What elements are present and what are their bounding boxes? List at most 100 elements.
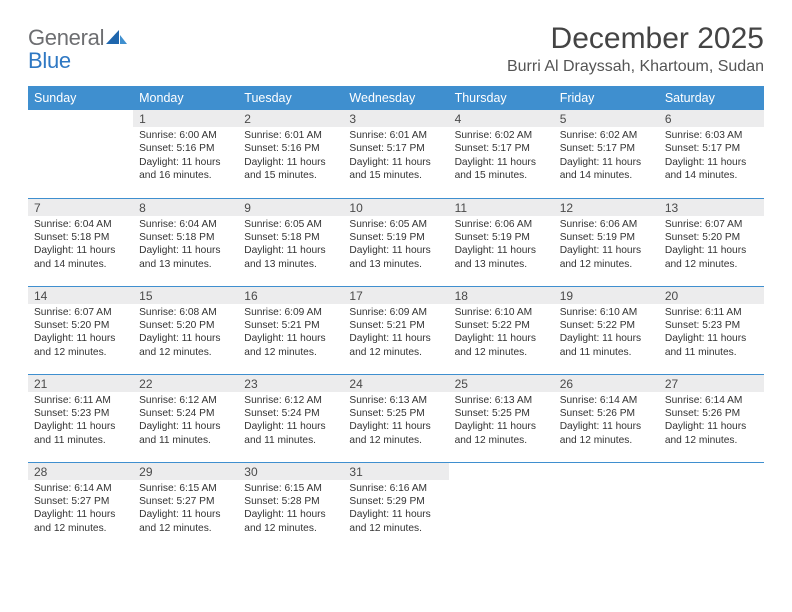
day-number: 24 bbox=[343, 375, 448, 392]
sunset-text: Sunset: 5:25 PM bbox=[455, 407, 548, 420]
sunset-text: Sunset: 5:18 PM bbox=[139, 231, 232, 244]
daylight-text: Daylight: 11 hours and 13 minutes. bbox=[455, 244, 548, 271]
day-number: 27 bbox=[659, 375, 764, 392]
location-label: Burri Al Drayssah, Khartoum, Sudan bbox=[507, 58, 764, 76]
day-details: Sunrise: 6:02 AMSunset: 5:17 PMDaylight:… bbox=[554, 127, 659, 187]
calendar-page: General Blue December 2025 Burri Al Dray… bbox=[0, 0, 792, 572]
day-details: Sunrise: 6:05 AMSunset: 5:18 PMDaylight:… bbox=[238, 216, 343, 276]
sunrise-text: Sunrise: 6:09 AM bbox=[244, 306, 337, 319]
sunrise-text: Sunrise: 6:10 AM bbox=[560, 306, 653, 319]
day-details: Sunrise: 6:01 AMSunset: 5:16 PMDaylight:… bbox=[238, 127, 343, 187]
day-details: Sunrise: 6:12 AMSunset: 5:24 PMDaylight:… bbox=[238, 392, 343, 452]
daylight-text: Daylight: 11 hours and 12 minutes. bbox=[139, 508, 232, 535]
sunset-text: Sunset: 5:24 PM bbox=[244, 407, 337, 420]
day-details: Sunrise: 6:10 AMSunset: 5:22 PMDaylight:… bbox=[554, 304, 659, 364]
sunset-text: Sunset: 5:21 PM bbox=[349, 319, 442, 332]
day-number: 11 bbox=[449, 199, 554, 216]
sunrise-text: Sunrise: 6:16 AM bbox=[349, 482, 442, 495]
day-number: 23 bbox=[238, 375, 343, 392]
sunrise-text: Sunrise: 6:06 AM bbox=[560, 218, 653, 231]
daylight-text: Daylight: 11 hours and 15 minutes. bbox=[244, 156, 337, 183]
sunset-text: Sunset: 5:27 PM bbox=[34, 495, 127, 508]
day-header: Monday bbox=[133, 86, 238, 110]
daylight-text: Daylight: 11 hours and 12 minutes. bbox=[349, 508, 442, 535]
daylight-text: Daylight: 11 hours and 12 minutes. bbox=[665, 244, 758, 271]
sunset-text: Sunset: 5:16 PM bbox=[139, 142, 232, 155]
day-cell: 30Sunrise: 6:15 AMSunset: 5:28 PMDayligh… bbox=[238, 462, 343, 550]
logo-text: General Blue bbox=[28, 26, 128, 72]
day-details: Sunrise: 6:10 AMSunset: 5:22 PMDaylight:… bbox=[449, 304, 554, 364]
day-cell: 21Sunrise: 6:11 AMSunset: 5:23 PMDayligh… bbox=[28, 374, 133, 462]
day-details: Sunrise: 6:07 AMSunset: 5:20 PMDaylight:… bbox=[28, 304, 133, 364]
sunrise-text: Sunrise: 6:04 AM bbox=[34, 218, 127, 231]
day-details: Sunrise: 6:13 AMSunset: 5:25 PMDaylight:… bbox=[449, 392, 554, 452]
day-details: Sunrise: 6:16 AMSunset: 5:29 PMDaylight:… bbox=[343, 480, 448, 540]
day-number: 19 bbox=[554, 287, 659, 304]
sunset-text: Sunset: 5:22 PM bbox=[455, 319, 548, 332]
day-number: 25 bbox=[449, 375, 554, 392]
daylight-text: Daylight: 11 hours and 12 minutes. bbox=[560, 244, 653, 271]
sunset-text: Sunset: 5:19 PM bbox=[455, 231, 548, 244]
day-cell: 25Sunrise: 6:13 AMSunset: 5:25 PMDayligh… bbox=[449, 374, 554, 462]
sunrise-text: Sunrise: 6:02 AM bbox=[560, 129, 653, 142]
day-cell: 22Sunrise: 6:12 AMSunset: 5:24 PMDayligh… bbox=[133, 374, 238, 462]
day-number bbox=[449, 463, 554, 480]
sunset-text: Sunset: 5:29 PM bbox=[349, 495, 442, 508]
day-details: Sunrise: 6:15 AMSunset: 5:27 PMDaylight:… bbox=[133, 480, 238, 540]
day-cell: 27Sunrise: 6:14 AMSunset: 5:26 PMDayligh… bbox=[659, 374, 764, 462]
sunrise-text: Sunrise: 6:08 AM bbox=[139, 306, 232, 319]
sunrise-text: Sunrise: 6:00 AM bbox=[139, 129, 232, 142]
day-cell: 5Sunrise: 6:02 AMSunset: 5:17 PMDaylight… bbox=[554, 110, 659, 198]
day-number: 8 bbox=[133, 199, 238, 216]
sunset-text: Sunset: 5:17 PM bbox=[560, 142, 653, 155]
day-number: 20 bbox=[659, 287, 764, 304]
day-details: Sunrise: 6:00 AMSunset: 5:16 PMDaylight:… bbox=[133, 127, 238, 187]
day-cell: 1Sunrise: 6:00 AMSunset: 5:16 PMDaylight… bbox=[133, 110, 238, 198]
day-header: Sunday bbox=[28, 86, 133, 110]
day-number: 22 bbox=[133, 375, 238, 392]
sunset-text: Sunset: 5:20 PM bbox=[665, 231, 758, 244]
daylight-text: Daylight: 11 hours and 13 minutes. bbox=[244, 244, 337, 271]
logo: General Blue bbox=[28, 22, 128, 72]
sunrise-text: Sunrise: 6:01 AM bbox=[349, 129, 442, 142]
day-number: 7 bbox=[28, 199, 133, 216]
day-cell: 7Sunrise: 6:04 AMSunset: 5:18 PMDaylight… bbox=[28, 198, 133, 286]
day-cell: 18Sunrise: 6:10 AMSunset: 5:22 PMDayligh… bbox=[449, 286, 554, 374]
day-number: 12 bbox=[554, 199, 659, 216]
sunset-text: Sunset: 5:17 PM bbox=[455, 142, 548, 155]
day-cell: 11Sunrise: 6:06 AMSunset: 5:19 PMDayligh… bbox=[449, 198, 554, 286]
day-number: 31 bbox=[343, 463, 448, 480]
page-title: December 2025 bbox=[507, 22, 764, 56]
day-cell: 23Sunrise: 6:12 AMSunset: 5:24 PMDayligh… bbox=[238, 374, 343, 462]
week-row: 28Sunrise: 6:14 AMSunset: 5:27 PMDayligh… bbox=[28, 462, 764, 550]
day-details: Sunrise: 6:09 AMSunset: 5:21 PMDaylight:… bbox=[343, 304, 448, 364]
day-number: 1 bbox=[133, 110, 238, 127]
day-header-row: Sunday Monday Tuesday Wednesday Thursday… bbox=[28, 86, 764, 110]
header: General Blue December 2025 Burri Al Dray… bbox=[28, 22, 764, 76]
day-cell bbox=[659, 462, 764, 550]
day-cell: 4Sunrise: 6:02 AMSunset: 5:17 PMDaylight… bbox=[449, 110, 554, 198]
sunset-text: Sunset: 5:20 PM bbox=[34, 319, 127, 332]
daylight-text: Daylight: 11 hours and 15 minutes. bbox=[455, 156, 548, 183]
sunrise-text: Sunrise: 6:07 AM bbox=[665, 218, 758, 231]
day-header: Saturday bbox=[659, 86, 764, 110]
sunrise-text: Sunrise: 6:03 AM bbox=[665, 129, 758, 142]
sunset-text: Sunset: 5:19 PM bbox=[349, 231, 442, 244]
sunrise-text: Sunrise: 6:14 AM bbox=[34, 482, 127, 495]
daylight-text: Daylight: 11 hours and 12 minutes. bbox=[139, 332, 232, 359]
day-details: Sunrise: 6:06 AMSunset: 5:19 PMDaylight:… bbox=[554, 216, 659, 276]
title-block: December 2025 Burri Al Drayssah, Khartou… bbox=[507, 22, 764, 76]
sunrise-text: Sunrise: 6:05 AM bbox=[244, 218, 337, 231]
day-number: 14 bbox=[28, 287, 133, 304]
day-number: 6 bbox=[659, 110, 764, 127]
day-number: 16 bbox=[238, 287, 343, 304]
daylight-text: Daylight: 11 hours and 13 minutes. bbox=[139, 244, 232, 271]
day-details: Sunrise: 6:11 AMSunset: 5:23 PMDaylight:… bbox=[659, 304, 764, 364]
sunset-text: Sunset: 5:26 PM bbox=[560, 407, 653, 420]
daylight-text: Daylight: 11 hours and 12 minutes. bbox=[244, 332, 337, 359]
sunrise-text: Sunrise: 6:11 AM bbox=[665, 306, 758, 319]
day-number: 15 bbox=[133, 287, 238, 304]
daylight-text: Daylight: 11 hours and 12 minutes. bbox=[349, 420, 442, 447]
daylight-text: Daylight: 11 hours and 15 minutes. bbox=[349, 156, 442, 183]
day-header: Wednesday bbox=[343, 86, 448, 110]
